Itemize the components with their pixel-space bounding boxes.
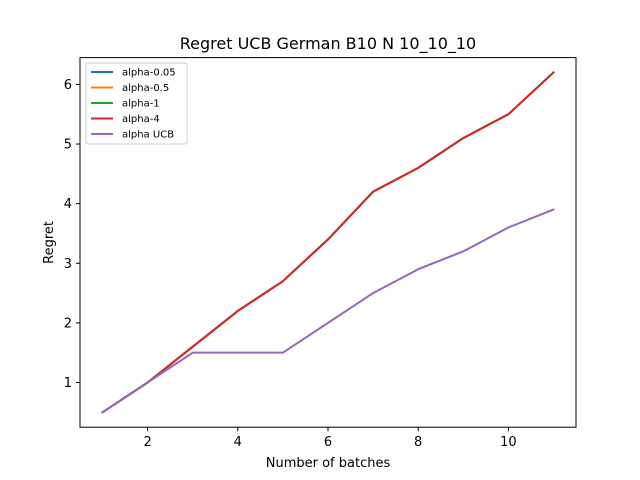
legend-label-1: alpha-0.05 <box>122 68 176 79</box>
x-tick-label-8: 8 <box>414 435 422 450</box>
series-line-5 <box>101 208 555 414</box>
series-layer <box>101 71 555 414</box>
legend-label-5: alpha UCB <box>122 130 174 141</box>
y-tick-label-4: 4 <box>64 197 72 212</box>
series-line-4 <box>101 71 555 414</box>
x-tick-label-6: 6 <box>324 435 332 450</box>
x-tick-label-10: 10 <box>500 435 517 450</box>
x-axis-label: Number of batches <box>266 456 391 471</box>
x-tick-label-2: 2 <box>143 435 151 450</box>
legend: alpha-0.05 alpha-0.5 alpha-1 alpha-4 alpha U… <box>85 62 188 145</box>
y-tick-label-3: 3 <box>64 257 72 272</box>
x-tick-label-4: 4 <box>234 435 242 450</box>
y-axis-label: Regret <box>42 221 57 264</box>
chart-title: Regret UCB German B10 N 10_10_10 <box>180 34 476 54</box>
legend-frame <box>85 62 188 145</box>
legend-label-2: alpha-0.5 <box>122 83 169 94</box>
y-tick-label-6: 6 <box>64 78 72 93</box>
plot-frame <box>79 57 577 428</box>
legend-label-4: alpha-4 <box>122 114 160 125</box>
legend-label-3: alpha-1 <box>122 99 160 110</box>
y-tick-label-5: 5 <box>64 138 72 153</box>
y-tick-label-1: 1 <box>64 376 72 391</box>
y-tick-label-2: 2 <box>64 316 72 331</box>
